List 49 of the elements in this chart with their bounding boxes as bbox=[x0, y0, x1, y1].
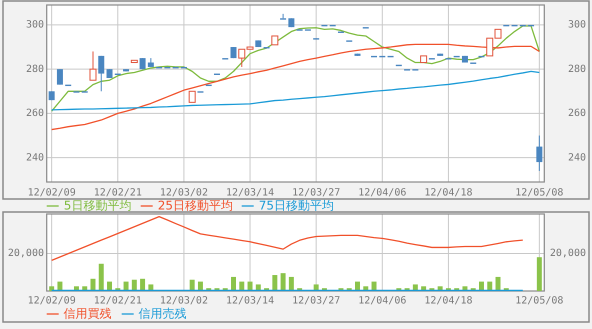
x-tick-label: 12/02/21 bbox=[94, 188, 142, 199]
y2-tick-label: 260 bbox=[568, 108, 586, 120]
bar bbox=[536, 257, 542, 291]
x-tick-label: 12/04/06 bbox=[358, 296, 406, 307]
y-tick-label: 280 bbox=[26, 64, 44, 75]
bar bbox=[288, 276, 294, 291]
legend-label: 25日移動平均 bbox=[158, 198, 233, 212]
line-series bbox=[51, 70, 540, 111]
legend-label: 信用買残 bbox=[64, 306, 112, 320]
legend-label: 5日移動平均 bbox=[64, 198, 132, 212]
line-series bbox=[51, 25, 540, 112]
bar bbox=[280, 273, 286, 291]
x-tick-label: 12/03/02 bbox=[160, 188, 208, 199]
x-tick-label: 12/05/08 bbox=[515, 296, 564, 307]
candlestick bbox=[98, 55, 104, 92]
text: 20,000 bbox=[550, 248, 586, 260]
legend-label: 75日移動平均 bbox=[258, 198, 334, 212]
x-tick-label: 12/02/09 bbox=[28, 188, 76, 199]
x-tick-label: 12/03/27 bbox=[292, 296, 340, 307]
bar bbox=[190, 280, 195, 291]
line-series bbox=[51, 44, 540, 130]
x-tick-label: 12/02/09 bbox=[28, 296, 76, 307]
x-tick-label: 12/04/06 bbox=[358, 188, 406, 199]
bar bbox=[272, 275, 278, 291]
bar bbox=[132, 280, 137, 291]
candlestick bbox=[89, 50, 96, 81]
y-tick-label: 240 bbox=[26, 152, 44, 164]
bar bbox=[496, 276, 500, 291]
y-tick-label: 260 bbox=[26, 108, 44, 120]
candlestick bbox=[56, 68, 63, 86]
x-tick-label: 12/03/14 bbox=[226, 188, 274, 199]
candlestick bbox=[536, 135, 542, 172]
candlestick bbox=[188, 90, 196, 103]
x-tick-label: 12/02/21 bbox=[94, 296, 142, 307]
bar bbox=[140, 278, 146, 291]
x-tick-label: 12/04/18 bbox=[424, 188, 473, 199]
bar bbox=[90, 278, 96, 291]
y-tick-label: 20,000 bbox=[8, 248, 44, 260]
x-tick-label: 12/03/14 bbox=[226, 296, 274, 307]
x-tick-label: 12/04/18 bbox=[424, 296, 473, 307]
y2-tick-label: 300 bbox=[568, 20, 586, 31]
legend-label: 信用売残 bbox=[138, 306, 187, 320]
y2-tick-label: 280 bbox=[568, 64, 586, 75]
x-tick-label: 12/05/08 bbox=[515, 188, 564, 199]
x-tick-label: 12/03/02 bbox=[160, 296, 208, 307]
y-tick-label: 300 bbox=[26, 20, 44, 31]
x-tick-label: 12/03/27 bbox=[292, 188, 340, 199]
y2-tick-label: 240 bbox=[568, 152, 586, 164]
bar bbox=[231, 276, 236, 291]
